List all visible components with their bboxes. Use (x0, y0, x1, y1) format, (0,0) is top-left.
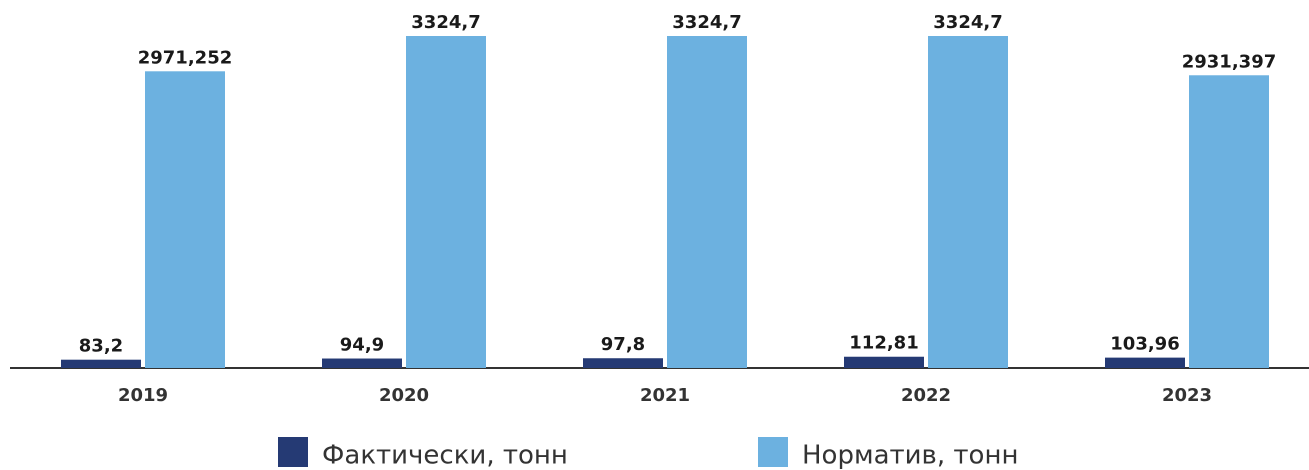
legend-swatch (758, 437, 788, 467)
bar (844, 356, 924, 368)
x-tick-label: 2019 (118, 385, 168, 406)
value-label: 112,81 (849, 333, 918, 354)
bar (928, 36, 1008, 368)
bar (1189, 75, 1269, 368)
value-label: 103,96 (1110, 334, 1179, 355)
x-tick-label: 2020 (379, 385, 429, 406)
value-label: 83,2 (79, 336, 123, 357)
bar (322, 358, 402, 368)
value-label: 97,8 (601, 334, 645, 355)
bar (1105, 357, 1185, 368)
legend-swatch (278, 437, 308, 467)
value-label: 94,9 (340, 335, 384, 356)
value-label: 2971,252 (138, 47, 233, 68)
bar (406, 36, 486, 368)
x-tick-label: 2023 (1162, 385, 1212, 406)
x-tick-label: 2022 (901, 385, 951, 406)
legend-label: Норматив, тонн (802, 441, 1018, 470)
value-label: 3324,7 (411, 12, 480, 33)
x-tick-label: 2021 (640, 385, 690, 406)
value-label: 3324,7 (933, 12, 1002, 33)
value-label: 2931,397 (1182, 51, 1277, 72)
bar (145, 71, 225, 369)
bar (583, 358, 663, 368)
value-label: 3324,7 (672, 12, 741, 33)
bar (667, 36, 747, 368)
bar (61, 359, 141, 368)
legend-label: Фактически, тонн (322, 441, 568, 470)
